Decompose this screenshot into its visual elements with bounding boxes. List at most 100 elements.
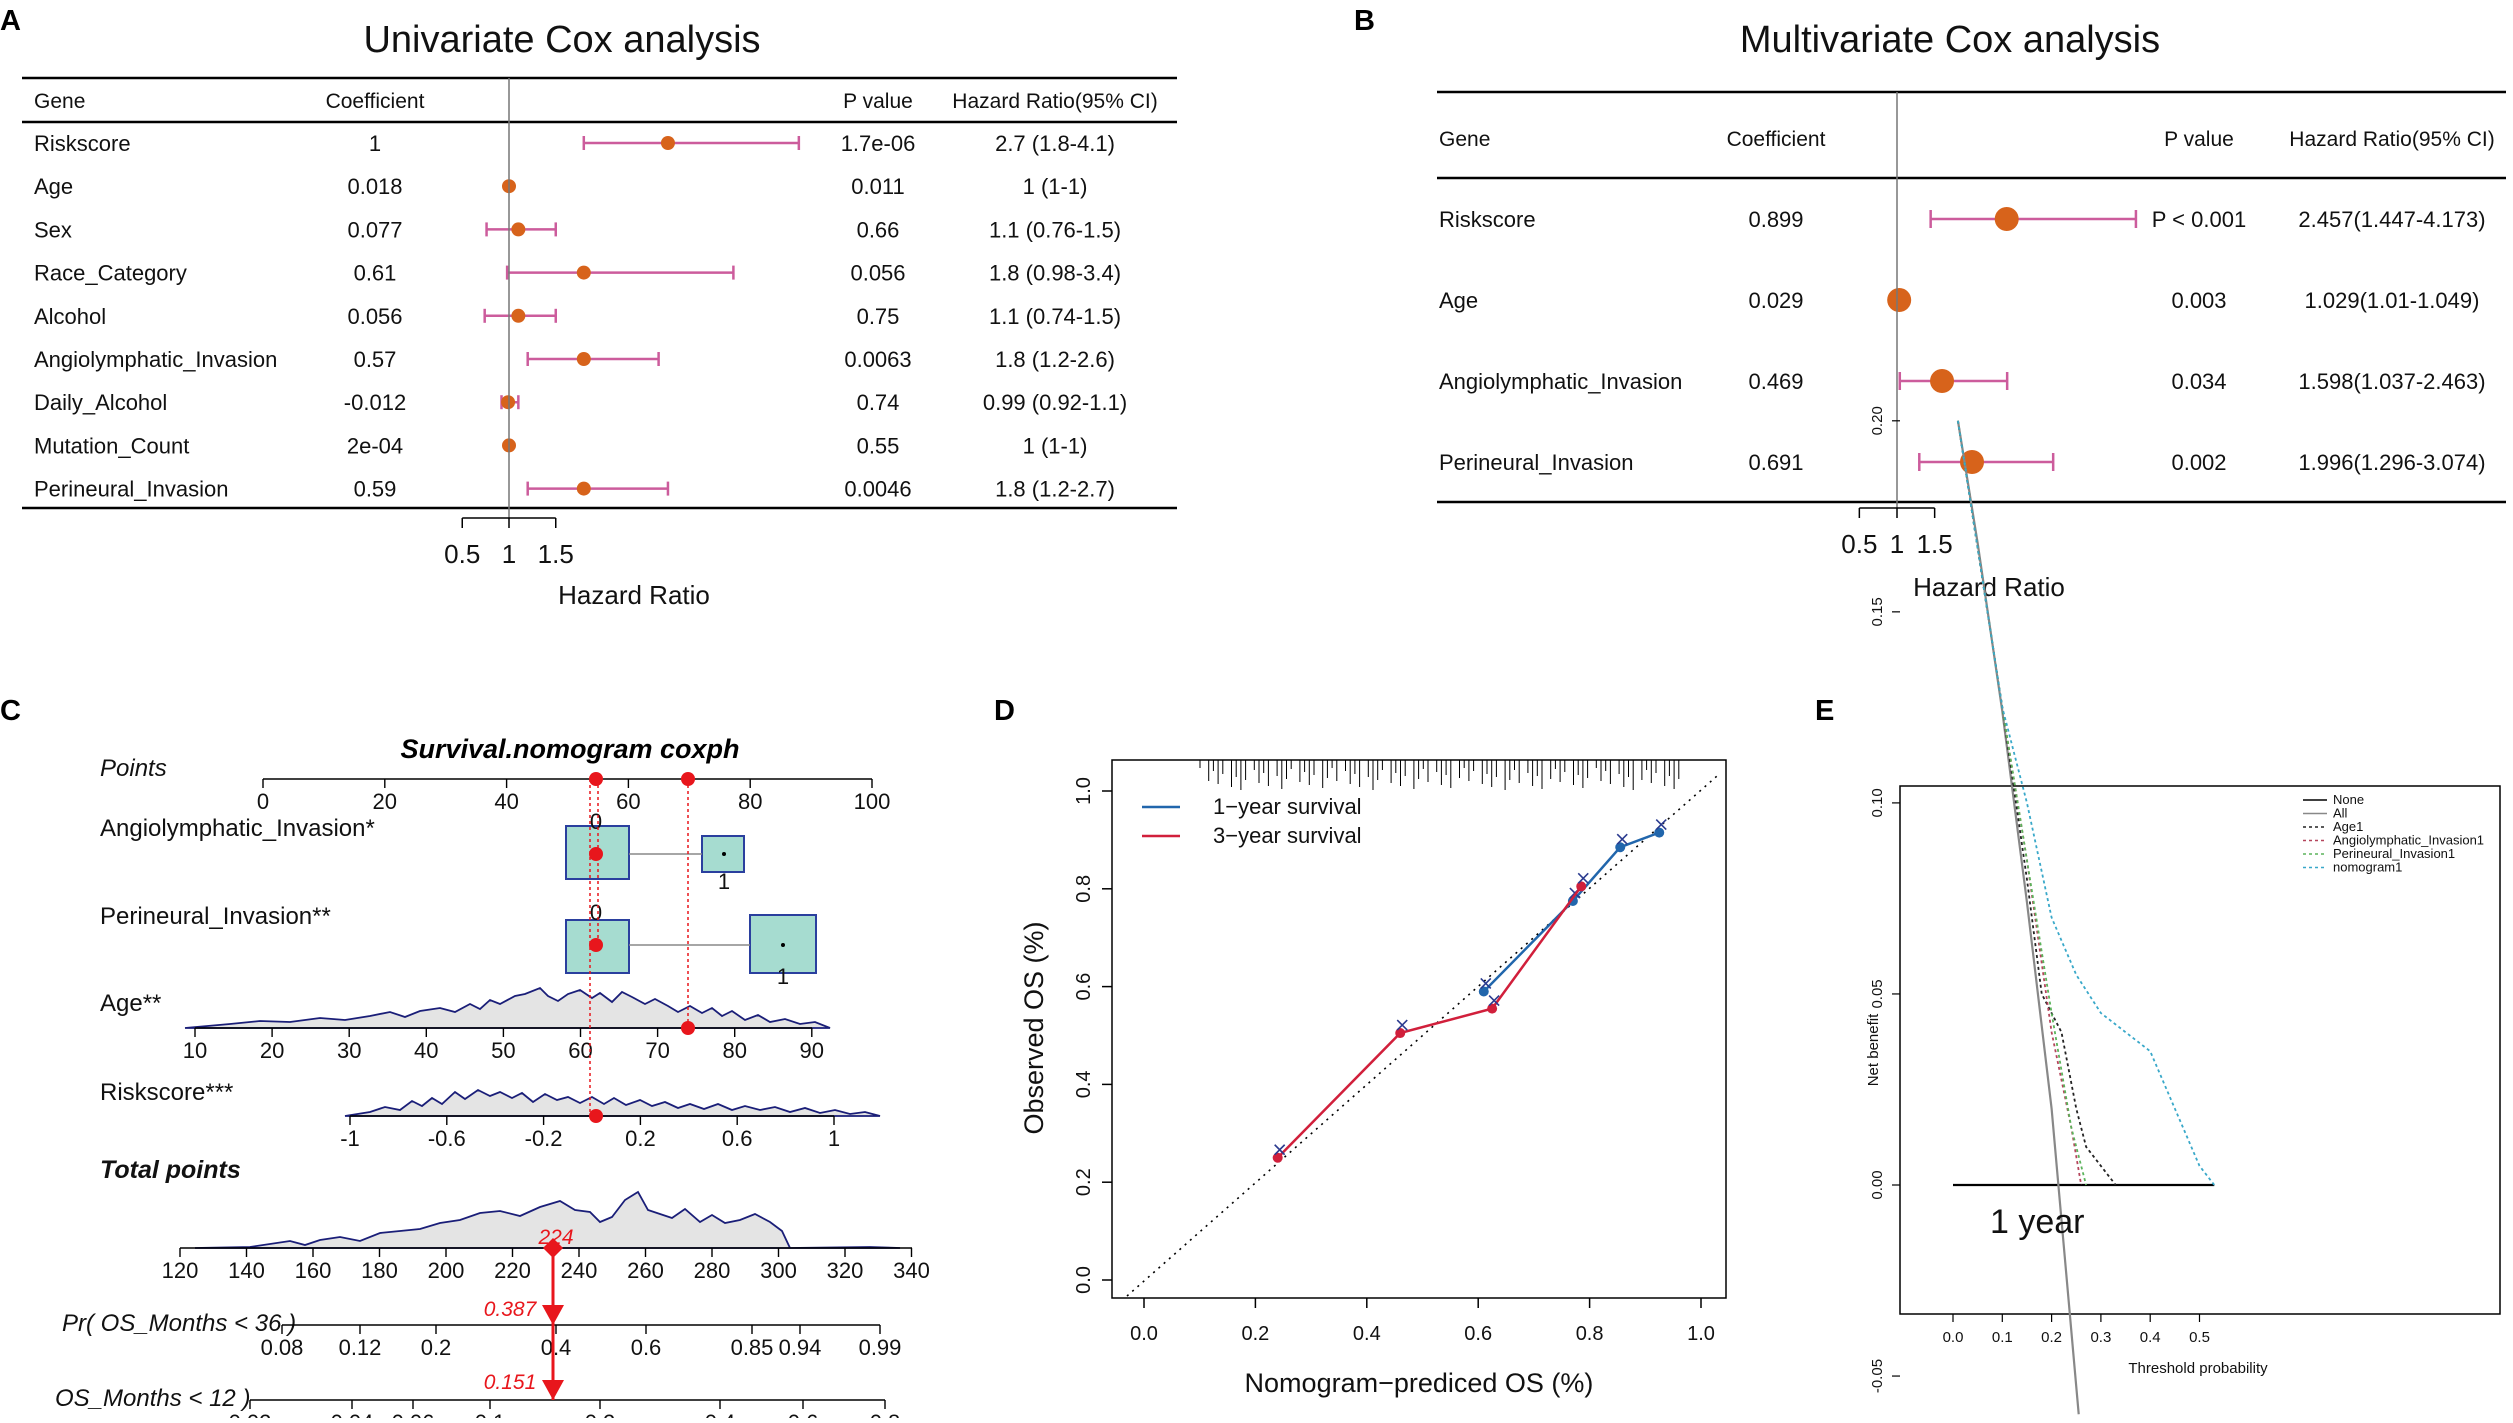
axis-tick-label: -0.6 (428, 1126, 466, 1151)
calibration-rug (1199, 760, 1680, 790)
x-tick-label: 0.0 (1130, 1323, 1158, 1345)
total-points-label: Total points (100, 1156, 241, 1184)
hazard-ratio-point (1994, 207, 2019, 231)
axis-tick-label: 0.06 (392, 1410, 435, 1418)
x-tick-label: 0.5 (444, 539, 480, 569)
legend-label-3yr: 3−year survival (1213, 823, 1362, 848)
x-tick-label: 1 (502, 539, 516, 569)
axis-tick-label: 80 (722, 1038, 746, 1063)
total-marker (543, 1238, 563, 1258)
panel-a: A Univariate Cox analysis Gene Coefficie… (0, 5, 1177, 610)
header-gene: Gene (34, 90, 85, 113)
coefficient-value: -0.012 (344, 390, 406, 415)
series-line (1482, 831, 1660, 993)
coefficient-value: 0.59 (354, 477, 397, 502)
panel-label-a: A (0, 5, 21, 37)
gene-name: Alcohol (34, 304, 106, 329)
x-tick-label: 0.4 (2140, 1329, 2161, 1346)
x-tick-label: 0.1 (1992, 1329, 2013, 1346)
gene-name: Perineural_Invasion (1439, 450, 1633, 475)
legend-label: Age1 (2333, 819, 2363, 834)
header-hazard-ratio: Hazard Ratio(95% CI) (2289, 128, 2494, 151)
axis-tick-label: 220 (494, 1258, 531, 1283)
y-tick-label: 0.10 (1869, 788, 1886, 817)
x-tick-label: 0.4 (1353, 1323, 1381, 1345)
hazard-ratio-ci: 1 (1-1) (1023, 174, 1088, 199)
forest-axis-b: 0.5 1 1.5 (1841, 92, 1953, 559)
axis-tick-label: 0.99 (859, 1335, 902, 1360)
bootstrap-marker (1396, 1019, 1408, 1031)
dca-curve (1957, 420, 2216, 1186)
axis-tick-label: 0.85 (731, 1335, 774, 1360)
gene-name: Riskscore (1439, 207, 1536, 232)
hazard-ratio-ci: 1.8 (1.2-2.7) (995, 477, 1115, 502)
axis-tick-label: 280 (694, 1258, 731, 1283)
y-tick-label: 0.20 (1869, 406, 1886, 435)
pr36-value: 0.387 (484, 1298, 538, 1321)
gene-name: Sex (34, 217, 72, 242)
gene-name: Riskscore (34, 131, 131, 156)
axis-tick-label: 320 (827, 1258, 864, 1283)
riskscore-density (344, 1088, 881, 1117)
axis-tick-label: 50 (491, 1038, 515, 1063)
y-tick-label: -0.05 (1869, 1359, 1886, 1393)
x-tick-label: 0.5 (1841, 529, 1877, 559)
xlabel-e: Threshold probability (2128, 1360, 2268, 1377)
hazard-ratio-ci: 1.1 (0.76-1.5) (989, 217, 1121, 242)
p-value: 0.0063 (844, 347, 911, 372)
forest-rows-b: Riskscore 0.899 P < 0.001 2.457(1.447-4.173… (1439, 207, 2486, 475)
axis-tick-label: 0.6 (788, 1410, 819, 1418)
hazard-ratio-point (501, 395, 516, 410)
points-marker-1 (589, 772, 603, 786)
coefficient-value: 0.018 (347, 174, 402, 199)
xlabel-a: Hazard Ratio (558, 580, 710, 610)
pr36-ticks: 0.08 0.12 0.2 0.4 0.6 0.85 0.94 0.99 (261, 1325, 902, 1360)
axis-tick-label: 1 (828, 1126, 840, 1151)
dca-curve (1957, 420, 2117, 1186)
x-tick-label: 0.8 (1576, 1323, 1604, 1345)
pr36-marker (542, 1305, 564, 1325)
bootstrap-marker (1488, 995, 1500, 1007)
coefficient-value: 0.077 (347, 217, 402, 242)
calibration-axes: 0.0 0.2 0.4 0.6 0.8 1.0 0.0 0.2 0.4 0.6 0.8 1.0 (1073, 777, 1715, 1345)
bootstrap-marker (1480, 977, 1492, 990)
axis-tick-label: 240 (561, 1258, 598, 1283)
hazard-ratio-ci: 1.1 (0.74-1.5) (989, 304, 1121, 329)
axis-tick-label: 200 (428, 1258, 465, 1283)
x-tick-label: 0.0 (1943, 1329, 1964, 1346)
panel-label-c: C (0, 695, 21, 727)
total-points-density (194, 1190, 901, 1249)
bootstrap-marker (1577, 872, 1589, 884)
gene-name: Angiolymphatic_Invasion (1439, 369, 1682, 394)
panel-b-title: Multivariate Cox analysis (1740, 19, 2160, 61)
axis-tick-label: 60 (568, 1038, 592, 1063)
axis-tick-label: -0.2 (525, 1126, 563, 1151)
axis-tick-label: 0.12 (339, 1335, 382, 1360)
axis-tick-label: 0.4 (541, 1335, 572, 1360)
xlabel-b: Hazard Ratio (1913, 572, 2065, 602)
hazard-ratio-ci: 1 (1-1) (1023, 433, 1088, 458)
total-value: 224 (537, 1226, 573, 1249)
bootstrap-marker (1616, 833, 1628, 845)
calibration-series (1272, 818, 1667, 1163)
bootstrap-marker (1274, 1144, 1286, 1156)
pr12-marker (542, 1380, 564, 1400)
legend-label: None (2333, 792, 2364, 807)
legend-label-1yr: 1−year survival (1213, 794, 1362, 819)
p-value: P < 0.001 (2152, 207, 2246, 232)
nomogram-title: Survival.nomogram coxph (400, 734, 739, 764)
axis-tick-label: -1 (340, 1126, 360, 1151)
axis-tick-label: 0.6 (722, 1126, 753, 1151)
axis-tick-label: 40 (414, 1038, 438, 1063)
axis-tick-label: 30 (337, 1038, 361, 1063)
p-value: 0.034 (2171, 369, 2226, 394)
age-ticks: 10 20 30 40 50 60 70 80 90 (183, 1028, 824, 1063)
x-tick-label: 0.3 (2090, 1329, 2111, 1346)
x-tick-label: 1.5 (538, 539, 574, 569)
panel-label-e: E (1815, 695, 1834, 727)
p-value: 0.003 (2171, 288, 2226, 313)
pr12-ticks: 0.02 0.04 0.06 0.1 0.2 0.4 0.6 0.8 (229, 1400, 900, 1423)
angio-label: Angiolymphatic_Invasion* (100, 815, 375, 842)
panel-a-title: Univariate Cox analysis (363, 19, 760, 61)
